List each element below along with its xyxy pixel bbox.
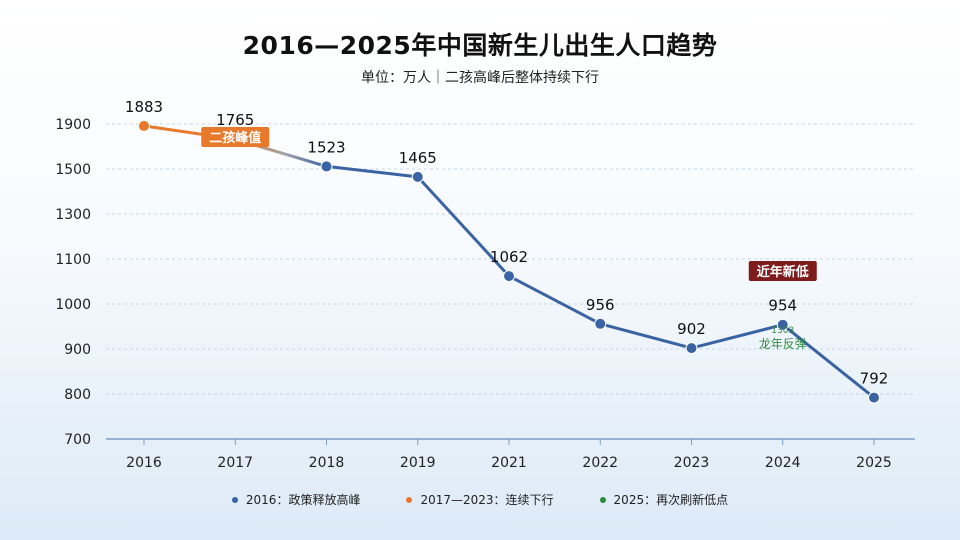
legend-marker (231, 496, 238, 503)
x-tick-label: 2019 (400, 455, 436, 471)
annotation-note: 龙年反弹 (759, 337, 807, 351)
y-tick-label: 1100 (55, 252, 91, 268)
data-label: 902 (677, 320, 706, 338)
data-point (868, 391, 880, 404)
data-label: 1465 (399, 149, 437, 167)
data-point (776, 318, 789, 331)
data-point (411, 170, 424, 183)
legend-label: 2025：再次刷新低点 (613, 493, 729, 507)
y-tick-label: 1500 (55, 162, 91, 178)
legend-item: 2025：再次刷新低点 (599, 491, 729, 508)
series-line (325, 164, 876, 400)
x-tick-label: 2016 (126, 455, 162, 471)
data-label: 954 (768, 297, 797, 315)
annotation-small-number: 1303 (771, 326, 794, 336)
data-point (503, 270, 515, 283)
chart-title: 2016—2025年中国新生儿出生人口趋势 (242, 31, 718, 60)
legend-item: 2016：政策释放高峰 (231, 491, 361, 508)
y-tick-label: 900 (64, 342, 91, 358)
annotation-badge: 近年新低 (757, 264, 809, 280)
data-point (138, 119, 150, 132)
x-tick-label: 2018 (309, 455, 345, 471)
legend-marker (406, 496, 413, 503)
y-tick-label: 1300 (55, 207, 91, 223)
data-point (594, 317, 607, 330)
data-label: 956 (586, 296, 615, 314)
y-tick-label: 1900 (55, 117, 91, 133)
y-tick-label: 1000 (55, 297, 91, 313)
chart-subtitle: 单位：万人｜二孩高峰后整体持续下行 (361, 70, 599, 86)
annotation-badge: 二孩峰值 (209, 130, 261, 146)
x-tick-label: 2021 (491, 455, 527, 471)
annotation-badge-bg (748, 261, 817, 281)
y-tick-label: 700 (64, 432, 91, 448)
data-label: 792 (860, 370, 889, 388)
chart-legend: 2016：政策释放高峰 2017—2023：连续下行 2025：再次刷新低点 (0, 491, 960, 508)
data-point (685, 342, 698, 355)
data-label: 1883 (125, 98, 163, 116)
legend-marker (599, 496, 606, 503)
x-tick-label: 2025 (856, 455, 892, 471)
annotation-badge-bg (201, 127, 270, 147)
legend-item: 2017—2023：连续下行 (406, 491, 554, 508)
x-tick-label: 2023 (674, 455, 710, 471)
y-tick-label: 800 (64, 387, 91, 403)
legend-label: 2017—2023：连续下行 (420, 493, 554, 507)
data-label: 1062 (490, 248, 528, 266)
data-label: 1523 (307, 138, 345, 156)
x-tick-label: 2017 (217, 455, 253, 471)
legend-label: 2016：政策释放高峰 (245, 493, 361, 507)
x-tick-label: 2022 (582, 455, 618, 471)
data-point (320, 160, 333, 173)
data-label: 1765 (216, 111, 254, 129)
x-tick-label: 2024 (765, 455, 801, 471)
